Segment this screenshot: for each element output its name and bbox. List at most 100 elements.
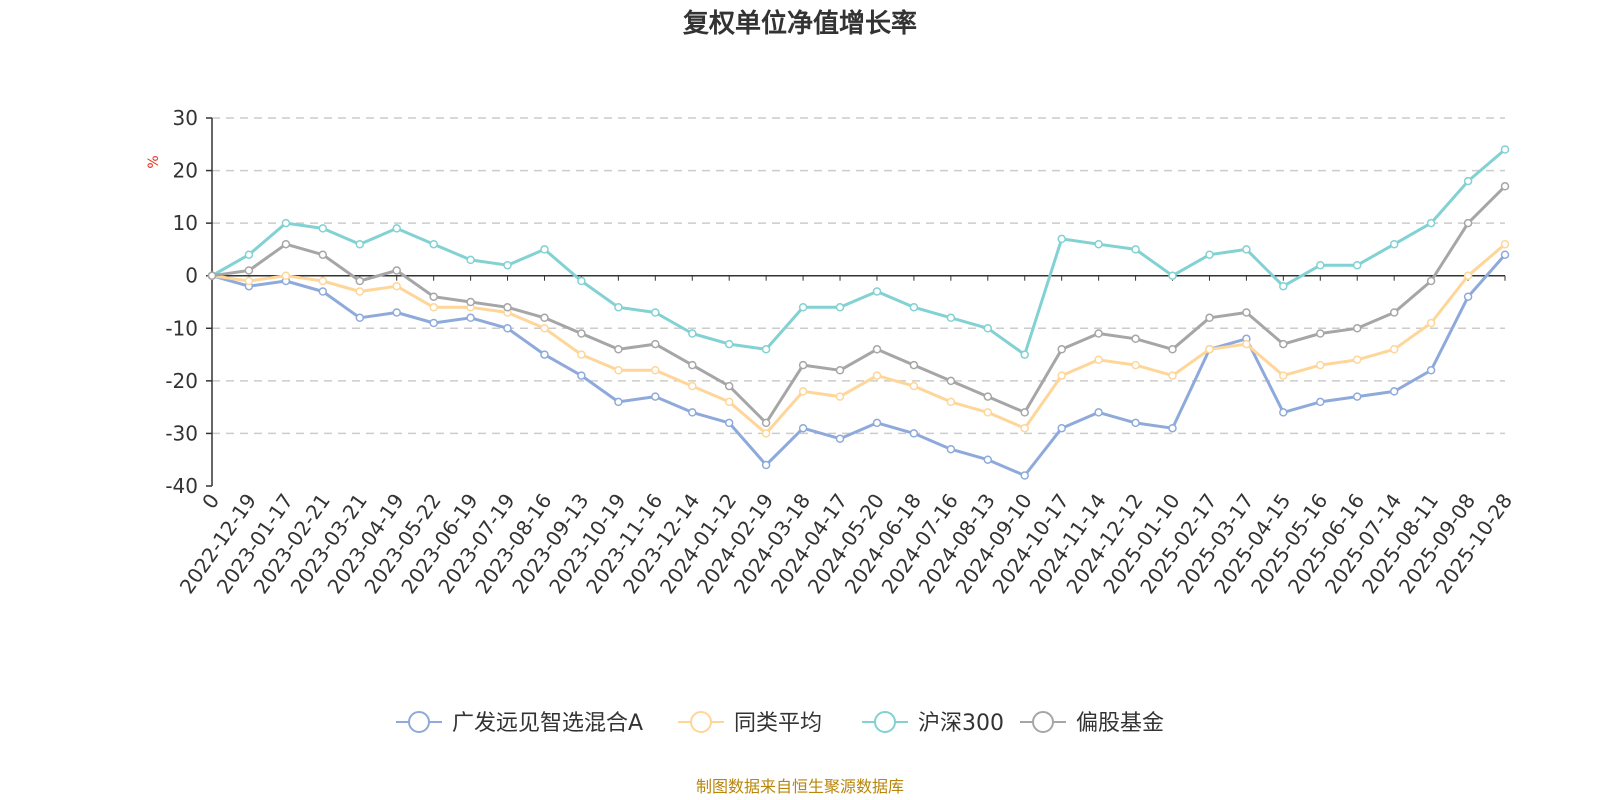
y-tick-label: 20	[173, 159, 198, 183]
data-point	[1426, 218, 1436, 228]
data-point	[1131, 360, 1140, 370]
data-point	[835, 434, 845, 443]
legend-label: 偏股基金	[1076, 711, 1164, 736]
y-tick-label: -10	[165, 316, 198, 340]
data-point	[1279, 281, 1288, 291]
data-point	[244, 276, 254, 286]
legend-swatch-marker	[408, 711, 430, 733]
data-point	[761, 429, 771, 438]
y-axis-unit: %	[146, 155, 162, 168]
data-point	[1242, 339, 1251, 349]
data-point	[540, 350, 549, 359]
data-point	[281, 218, 291, 228]
chart-title: 复权单位净值增长率	[683, 8, 917, 39]
data-point	[1131, 245, 1140, 254]
data-point	[724, 397, 734, 407]
data-point	[1205, 313, 1214, 323]
data-point	[909, 381, 919, 391]
data-source-note: 制图数据来自恒生聚源数据库	[696, 777, 904, 796]
data-point	[540, 313, 549, 323]
data-point	[761, 418, 771, 428]
legend-item-2[interactable]: 沪深300	[862, 711, 1004, 736]
data-point	[1168, 371, 1177, 380]
data-point	[1500, 182, 1510, 191]
data-point	[1020, 423, 1029, 433]
series-line-1	[211, 243, 1506, 435]
legend-label: 同类平均	[734, 711, 822, 736]
data-point	[1168, 345, 1177, 354]
data-point	[1316, 360, 1325, 370]
data-point	[688, 408, 697, 417]
data-point	[1094, 329, 1103, 338]
data-point	[614, 366, 623, 375]
legend-item-3[interactable]: 偏股基金	[1020, 711, 1164, 736]
data-point	[983, 392, 993, 401]
data-point	[244, 250, 254, 259]
data-point	[392, 281, 401, 291]
data-point	[835, 392, 845, 401]
data-point	[1020, 408, 1029, 417]
data-point	[577, 276, 586, 286]
legend[interactable]: 广发远见智选混合A 同类平均 沪深300 偏股基金	[396, 711, 1164, 736]
data-point	[429, 239, 438, 249]
data-point	[355, 313, 365, 323]
data-point	[503, 260, 512, 270]
data-point	[651, 366, 660, 375]
data-point	[355, 276, 365, 286]
data-point	[909, 429, 919, 438]
legend-swatch-marker	[874, 711, 896, 733]
grid-lines	[212, 117, 1505, 435]
data-point	[1463, 176, 1473, 186]
data-point	[724, 381, 734, 391]
legend-label: 沪深300	[918, 711, 1004, 736]
data-point	[318, 224, 328, 233]
legend-item-0[interactable]: 广发远见智选混合A	[396, 711, 643, 736]
data-point	[651, 339, 660, 349]
data-point	[1500, 239, 1510, 249]
data-point	[688, 360, 697, 370]
data-point	[1205, 345, 1214, 354]
data-point	[577, 350, 586, 359]
data-point	[798, 423, 808, 433]
data-point	[1057, 423, 1066, 433]
series-lines	[207, 145, 1510, 480]
data-point	[872, 418, 882, 428]
legend-swatch-marker	[690, 711, 712, 733]
data-point	[724, 339, 734, 349]
data-point	[798, 303, 808, 312]
data-point	[614, 397, 623, 407]
data-point	[1316, 260, 1325, 270]
data-point	[540, 324, 549, 333]
data-point	[503, 324, 512, 333]
y-tick-label: -30	[165, 421, 198, 445]
data-point	[577, 371, 586, 380]
data-point	[872, 345, 882, 354]
y-tick-label: 30	[173, 106, 198, 130]
data-point	[355, 287, 365, 296]
data-point	[946, 444, 956, 454]
data-point	[1131, 334, 1140, 344]
data-point	[1020, 471, 1029, 480]
legend-item-1[interactable]: 同类平均	[678, 711, 822, 736]
data-point	[1389, 308, 1399, 317]
data-point	[318, 250, 328, 259]
data-point	[1352, 260, 1362, 270]
data-point	[1426, 276, 1436, 286]
y-tick-label: 10	[173, 211, 198, 235]
series-line-3	[211, 185, 1507, 425]
data-point	[1279, 339, 1288, 349]
data-point	[466, 255, 475, 265]
data-point	[724, 418, 734, 428]
axes: 3020100-10-20-30-4002022-12-192023-01-17…	[165, 106, 1517, 598]
data-point	[946, 376, 956, 386]
data-point	[318, 287, 328, 296]
data-point	[614, 345, 623, 354]
data-point	[798, 387, 808, 396]
data-point	[1094, 355, 1103, 365]
data-point	[651, 392, 660, 401]
data-point	[1316, 397, 1325, 407]
data-point	[983, 324, 993, 333]
data-point	[1426, 366, 1436, 375]
